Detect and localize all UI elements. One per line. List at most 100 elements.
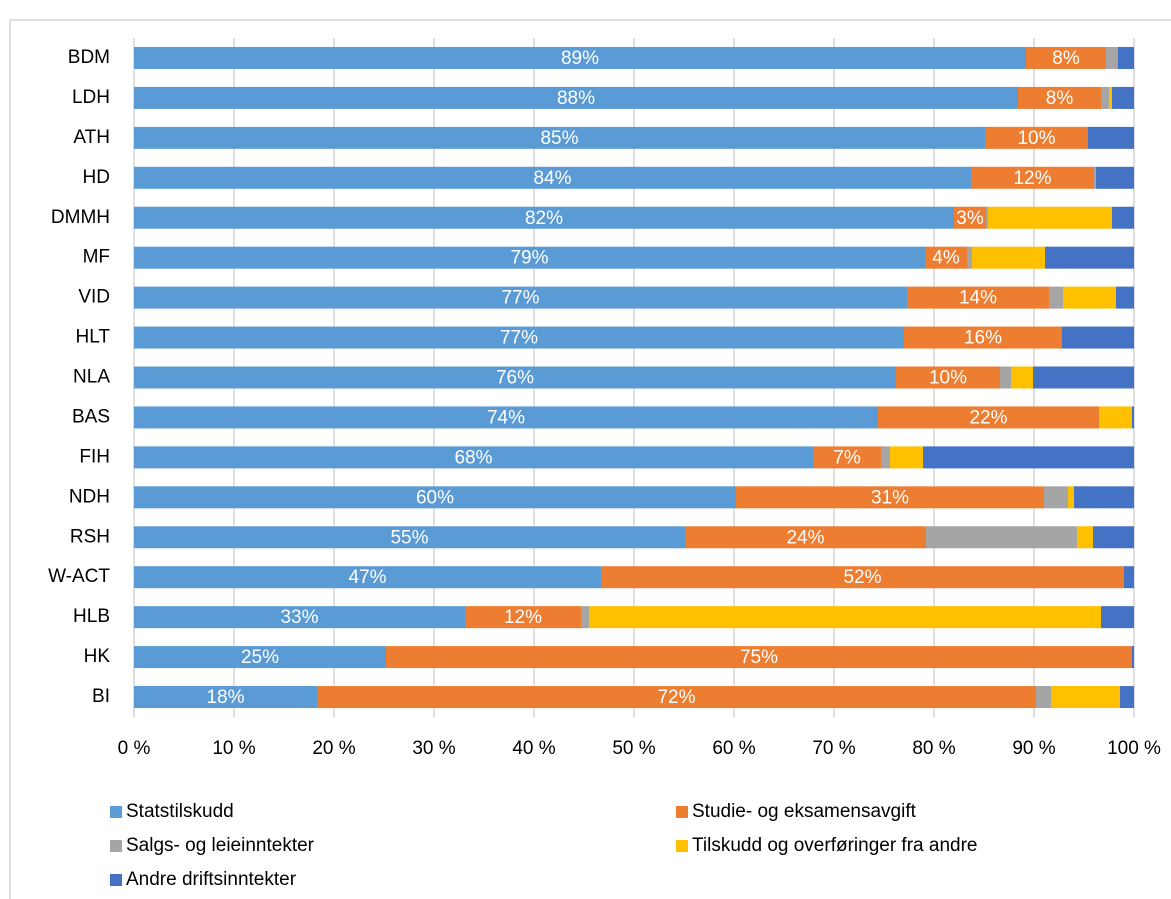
bar-segment	[1036, 686, 1051, 709]
bar-segment	[134, 366, 896, 389]
bar-segment	[1068, 486, 1074, 509]
x-tick-label: 80 %	[912, 738, 955, 759]
x-tick-label: 90 %	[1012, 738, 1055, 759]
bar-segment	[1033, 366, 1134, 389]
data-label: 82%	[525, 208, 563, 229]
y-tick-label: BDM	[68, 47, 110, 68]
data-label: 47%	[348, 567, 386, 588]
data-label: 25%	[241, 647, 279, 668]
x-tick-label: 60 %	[712, 738, 755, 759]
bar-segment	[986, 206, 988, 229]
bar-segment	[1096, 166, 1134, 189]
bar-segment	[1120, 686, 1134, 709]
data-label: 12%	[504, 607, 542, 628]
bar-segment	[1000, 366, 1011, 389]
x-tick-label: 30 %	[412, 738, 455, 759]
y-tick-label: BAS	[72, 406, 110, 427]
data-label: 3%	[956, 208, 984, 229]
data-label: 72%	[657, 687, 695, 708]
bar-segment	[134, 166, 971, 189]
bar-segment	[134, 686, 317, 709]
bar-segment	[925, 246, 967, 269]
bar-segment	[907, 286, 1049, 309]
y-tick-label: W-ACT	[48, 566, 110, 587]
legend-label: Salgs- og leieinntekter	[126, 835, 315, 856]
bar-segment	[971, 166, 1094, 189]
bar-segment	[465, 606, 581, 629]
x-tick-label: 10 %	[212, 738, 255, 759]
bar-segment	[1094, 166, 1096, 189]
bar-segment	[923, 446, 1134, 469]
y-tick-label: MF	[83, 247, 110, 268]
data-label: 55%	[390, 527, 428, 548]
data-label: 4%	[932, 248, 960, 269]
bar-segment	[1132, 406, 1134, 429]
bar-segment	[896, 366, 1000, 389]
bar-segment	[1026, 46, 1106, 69]
bar-segment	[1106, 46, 1118, 69]
data-label: 7%	[833, 447, 861, 468]
data-label: 79%	[510, 248, 548, 269]
bar-segment	[1118, 46, 1134, 69]
bar-segment	[1044, 486, 1068, 509]
x-tick-label: 100 %	[1107, 738, 1161, 759]
data-label: 16%	[964, 328, 1002, 349]
data-label: 68%	[454, 447, 492, 468]
data-label: 89%	[561, 48, 599, 69]
x-tick-label: 0 %	[118, 738, 151, 759]
y-tick-label: RSH	[70, 526, 110, 547]
legend-swatch	[110, 874, 122, 886]
bar-segment	[813, 446, 881, 469]
bar-segment	[134, 526, 685, 549]
data-label: 33%	[280, 607, 318, 628]
y-tick-label: FIH	[79, 446, 110, 467]
bar-segment	[904, 326, 1062, 349]
bar-segment	[1045, 246, 1134, 269]
data-label: 75%	[740, 647, 778, 668]
data-label: 77%	[500, 328, 538, 349]
bar-segment	[1011, 366, 1033, 389]
bar-segment	[1116, 286, 1134, 309]
bar-segment	[967, 246, 972, 269]
y-tick-label: BI	[92, 686, 110, 707]
data-label: 10%	[1017, 128, 1055, 149]
y-tick-label: HD	[83, 167, 110, 188]
legend-label: Studie- og eksamensavgift	[692, 801, 917, 822]
bar-segment	[972, 246, 1045, 269]
bar-segment	[134, 646, 386, 669]
bar-segment	[317, 686, 1036, 709]
data-label: 85%	[540, 128, 578, 149]
bar-segment	[985, 126, 1088, 149]
bar-segment	[134, 206, 954, 229]
bar-segment	[1063, 286, 1116, 309]
data-label: 10%	[929, 368, 967, 389]
bar-segment	[1018, 86, 1101, 109]
bar-segment	[1112, 206, 1134, 229]
bar-segment	[134, 446, 813, 469]
x-tick-label: 50 %	[612, 738, 655, 759]
x-tick-label: 40 %	[512, 738, 555, 759]
data-label: 24%	[786, 527, 824, 548]
bar-segment	[134, 606, 465, 629]
legend-swatch	[110, 840, 122, 852]
y-tick-label: VID	[78, 287, 110, 308]
data-label: 52%	[843, 567, 881, 588]
bar-segment	[1051, 686, 1120, 709]
legend-swatch	[676, 806, 688, 818]
bar-segment	[581, 606, 589, 629]
bar-segment	[1093, 526, 1134, 549]
bar-segment	[589, 606, 1101, 629]
legend-label: Andre driftsinntekter	[126, 869, 297, 890]
data-label: 22%	[969, 407, 1007, 428]
data-label: 12%	[1013, 168, 1051, 189]
chart-frame	[9, 19, 1171, 899]
bar-segment	[386, 646, 1132, 669]
bar-segment	[881, 446, 890, 469]
data-label: 18%	[206, 687, 244, 708]
y-tick-label: NLA	[73, 367, 110, 388]
y-tick-label: HK	[84, 646, 111, 667]
y-tick-label: HLB	[73, 606, 110, 627]
legend-swatch	[110, 806, 122, 818]
data-label: 14%	[959, 288, 997, 309]
